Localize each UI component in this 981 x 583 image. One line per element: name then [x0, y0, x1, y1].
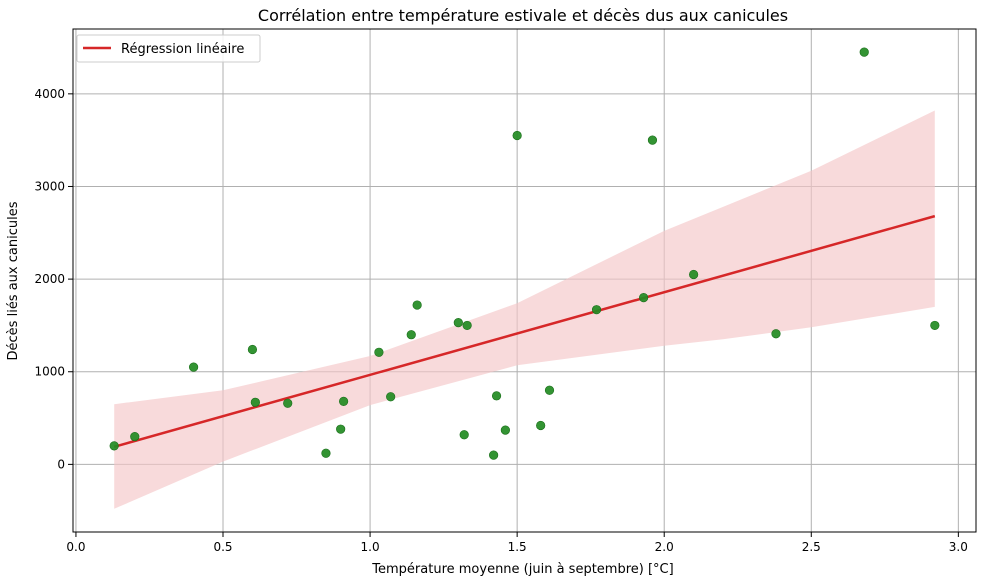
x-axis-ticks: 0.0 0.5 1.0 1.5 2.0 2.5 3.0	[66, 532, 968, 554]
regression-line-layer	[113, 214, 936, 448]
data-point	[491, 391, 502, 401]
legend-box	[76, 34, 261, 63]
y-tick-label: 2000	[34, 272, 65, 286]
plot-frame	[72, 28, 977, 533]
y-tick-label: 3000	[34, 179, 65, 193]
data-point	[412, 300, 422, 310]
data-point	[930, 320, 940, 331]
data-point	[283, 398, 293, 408]
data-point	[639, 293, 649, 303]
x-tick-label: 3.0	[949, 540, 968, 554]
data-point	[386, 392, 396, 402]
data-point	[188, 362, 199, 372]
data-point	[321, 448, 331, 458]
data-point	[130, 431, 140, 442]
data-point	[247, 344, 258, 355]
x-tick-label: 0.0	[66, 540, 85, 554]
data-point	[336, 424, 346, 434]
regression-line	[113, 214, 936, 448]
data-point	[453, 318, 463, 328]
data-point	[647, 135, 658, 145]
data-point	[544, 385, 555, 395]
x-tick-label: 1.0	[361, 540, 380, 554]
data-point	[591, 305, 602, 315]
x-tick-label: 0.5	[213, 540, 232, 554]
x-tick-label: 2.0	[655, 540, 674, 554]
x-tick-label: 2.5	[802, 540, 821, 554]
data-point	[462, 320, 472, 331]
data-point	[406, 330, 416, 340]
data-point	[489, 450, 499, 460]
scatter-points	[109, 47, 940, 460]
y-tick-label: 4000	[34, 87, 65, 101]
x-tick-label: 1.5	[508, 540, 527, 554]
data-point	[250, 397, 260, 407]
data-point	[109, 441, 119, 451]
y-tick-label: 1000	[34, 365, 65, 379]
data-point	[536, 420, 546, 431]
data-point	[512, 130, 522, 141]
data-point	[771, 329, 781, 339]
data-point	[500, 425, 510, 435]
y-axis-title: Décès liés aux canicules	[6, 201, 21, 360]
x-axis-title: Température moyenne (juin à septembre) […	[371, 562, 673, 577]
data-point	[339, 396, 349, 406]
confidence-band	[114, 110, 935, 509]
legend-regression-label: Régression linéaire	[121, 42, 244, 57]
chart-title: Corrélation entre température estivale e…	[258, 6, 788, 25]
data-point	[859, 47, 869, 57]
data-point	[374, 347, 384, 357]
data-point	[689, 269, 699, 280]
confidence-band-area	[114, 110, 935, 509]
y-axis-ticks: 0 1000 2000 3000 4000	[34, 87, 73, 471]
data-point	[459, 430, 469, 440]
y-tick-label: 0	[57, 457, 65, 471]
legend: Régression linéaire	[76, 34, 261, 63]
